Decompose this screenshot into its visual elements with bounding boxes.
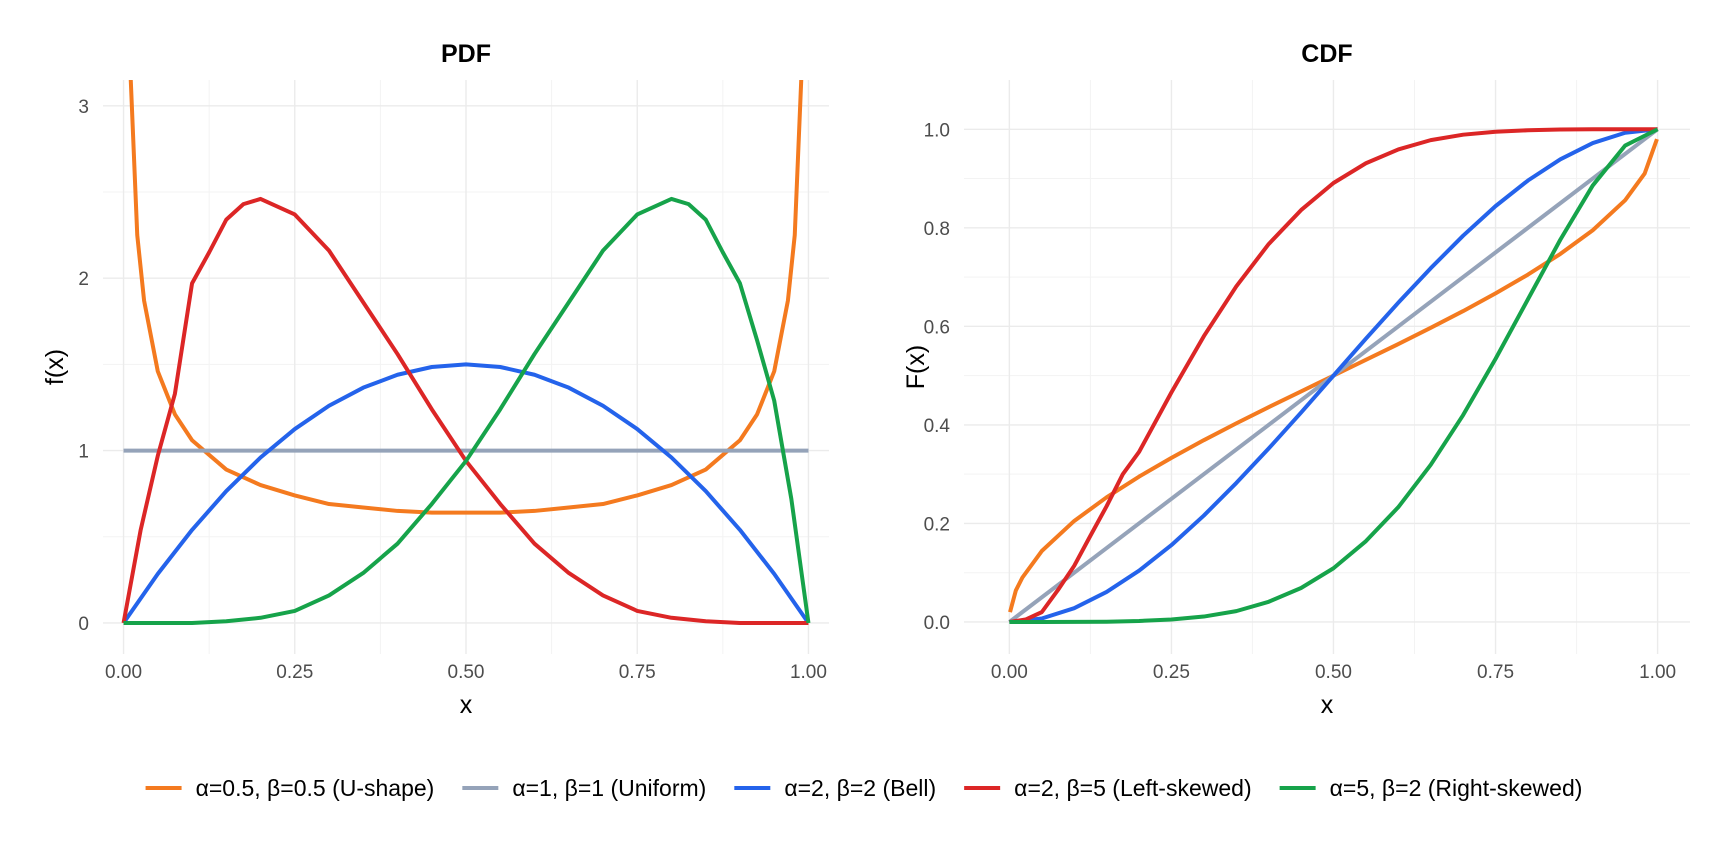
y-tick-label: 2 (78, 269, 89, 290)
legend-label: α=1, β=1 (Uniform) (512, 775, 706, 801)
x-tick-label: 0.75 (1477, 662, 1514, 683)
x-tick-label: 0.50 (448, 662, 485, 683)
legend-item-1-1-uniform: α=1, β=1 (Uniform) (462, 775, 706, 801)
legend-item-2-2-bell: α=2, β=2 (Bell) (734, 775, 936, 801)
series-line-5-2-right-skewed (123, 196, 811, 625)
series-line-2-2-bell (1009, 127, 1658, 624)
y-tick-label: 3 (78, 97, 89, 118)
x-tick-label: 1.00 (790, 662, 827, 683)
y-tick-label: 0.4 (924, 416, 951, 437)
y-tick-label: 0.2 (924, 514, 950, 535)
legend-label: α=0.5, β=0.5 (U-shape) (196, 775, 435, 801)
series-line-2-5-left-skewed (121, 196, 809, 625)
series-lines (1008, 127, 1659, 624)
x-tick-label: 0.25 (276, 662, 313, 683)
cdf-panel: 0.00 0.25 0.50 0.75 1.00 0.0 0.2 0.4 0.6 0.8 1.0 CD… (902, 40, 1690, 719)
panel-title: CDF (1301, 40, 1352, 68)
x-axis-title: x (460, 691, 473, 719)
y-tick-label: 0.6 (924, 317, 950, 338)
y-tick-label: 1 (78, 442, 89, 463)
legend-label: α=5, β=2 (Right-skewed) (1330, 775, 1583, 801)
x-axis-title: x (1321, 691, 1334, 719)
x-tick-label: 0.50 (1315, 662, 1352, 683)
legend-item-2-5-left-skewed: α=2, β=5 (Left-skewed) (964, 775, 1252, 801)
series-line-2-5-left-skewed (1009, 127, 1658, 624)
y-axis-title: F(x) (902, 345, 930, 389)
x-tick-label: 0.75 (619, 662, 656, 683)
y-axis-title: f(x) (41, 349, 69, 385)
legend-label: α=2, β=2 (Bell) (784, 775, 936, 801)
legend-item-5-2-right-skewed: α=5, β=2 (Right-skewed) (1279, 775, 1583, 801)
series-line-2-2-bell (121, 362, 811, 625)
x-tick-label: 0.00 (991, 662, 1028, 683)
x-tick-label: 1.00 (1639, 662, 1676, 683)
series-line-0-5-0-5-u-shape (128, 80, 804, 515)
series-line-5-2-right-skewed (1009, 127, 1659, 624)
legend-item-0-5-0-5-u-shape: α=0.5, β=0.5 (U-shape) (145, 775, 435, 801)
y-tick-label: 0.0 (924, 613, 950, 634)
legend-label: α=2, β=5 (Left-skewed) (1014, 775, 1251, 801)
x-tick-label: 0.25 (1153, 662, 1190, 683)
x-tick-label: 0.00 (105, 662, 142, 683)
legend: α=0.5, β=0.5 (U-shape) α=1, β=1 (Uniform)… (145, 775, 1583, 801)
y-tick-label: 0 (78, 614, 89, 635)
series-lines (121, 80, 811, 625)
pdf-panel: 0.00 0.25 0.50 0.75 1.00 0 1 2 3 PDF x f(x) (41, 40, 829, 719)
y-tick-label: 0.8 (924, 219, 950, 240)
series-line-0-5-0-5-u-shape (1008, 138, 1659, 613)
y-tick-label: 1.0 (924, 120, 950, 141)
panel-title: PDF (441, 40, 491, 68)
